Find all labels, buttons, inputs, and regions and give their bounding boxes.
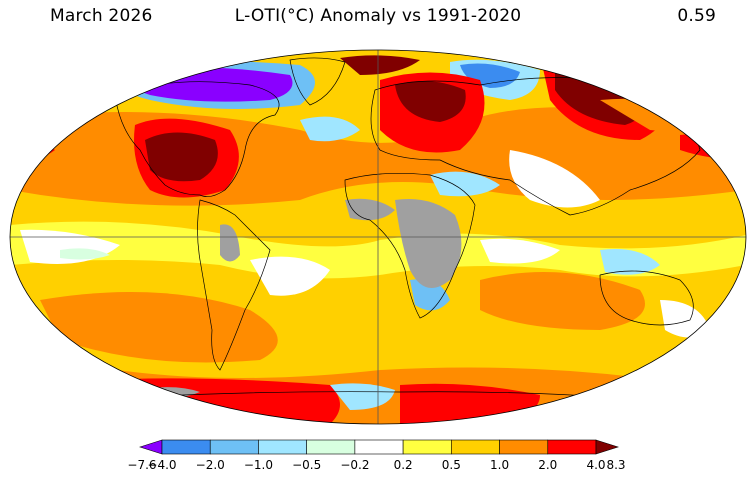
colorbar-segments (139, 439, 619, 455)
colorbar-tick-label: −1.0 (244, 458, 273, 472)
colorbar-tick-label: 2.0 (538, 458, 557, 472)
colorbar-tick-label: 8.3 (606, 458, 625, 472)
colorbar-tick-label: 0.2 (394, 458, 413, 472)
colorbar-segment (499, 439, 549, 455)
colorbar-ticks: −7.6−4.0 −2.0 −1.0 −0.5 −0.2 0.2 0.5 1.0 2.0 4.0 8… (127, 458, 625, 472)
colorbar-segment (354, 439, 404, 455)
colorbar-segment (402, 439, 452, 455)
colorbar-tick-label: −0.5 (292, 458, 321, 472)
colorbar-tick-label: −0.2 (340, 458, 369, 472)
colorbar-segment (139, 439, 163, 455)
globe-outline (9, 49, 747, 425)
colorbar-tick-label: 4.0 (586, 458, 605, 472)
map-date: March 2026 (50, 6, 153, 26)
colorbar-segment (451, 439, 500, 455)
colorbar-segment (595, 439, 619, 455)
colorbar-tick-label: −7.6 (127, 458, 156, 472)
colorbar-tick-label: 1.0 (490, 458, 509, 472)
colorbar-tick-label: 0.5 (442, 458, 461, 472)
colorbar-tick-label: −2.0 (196, 458, 225, 472)
colorbar-segment (209, 439, 259, 455)
colorbar-segment (258, 439, 307, 455)
global-mean-value: 0.59 (677, 6, 716, 26)
colorbar-segment (547, 439, 597, 455)
map-title: L-OTI(°C) Anomaly vs 1991-2020 (234, 6, 522, 26)
colorbar-tick-label: −4.0 (147, 458, 176, 472)
colorbar-segment (306, 439, 356, 455)
colorbar-segment (161, 439, 211, 455)
coastlines (79, 57, 701, 406)
